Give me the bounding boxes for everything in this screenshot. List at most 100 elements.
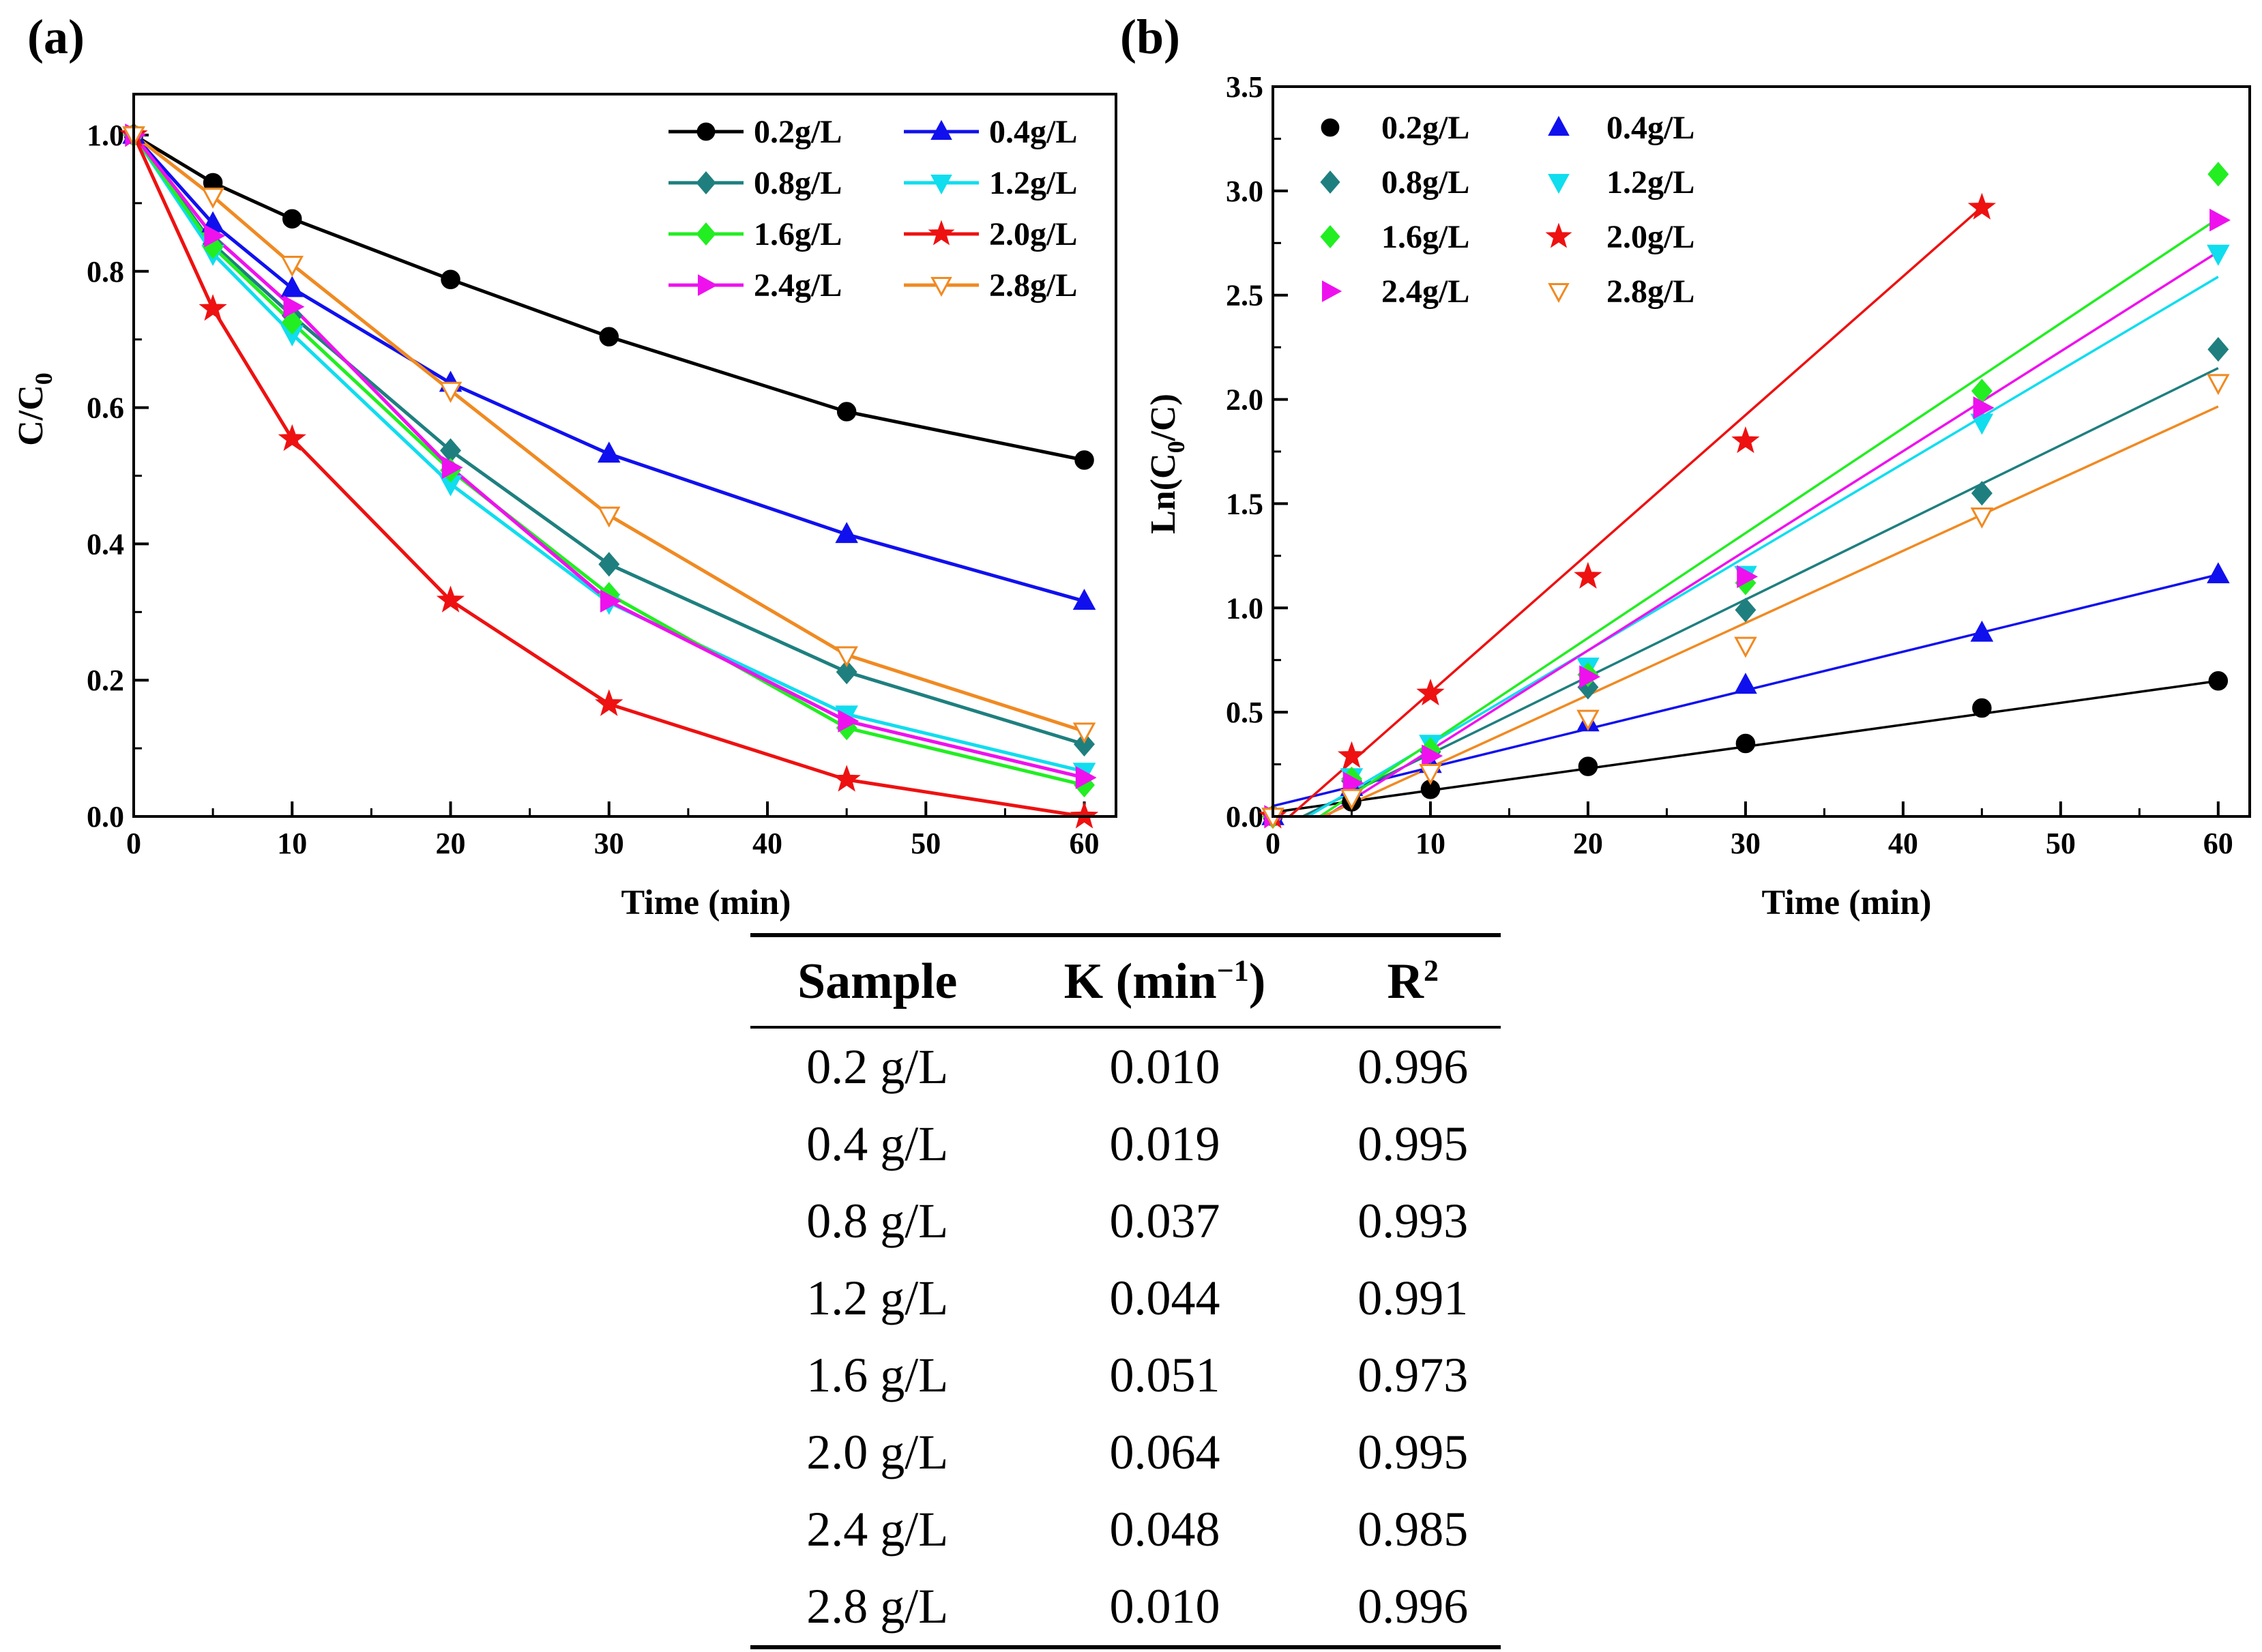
data-point — [280, 256, 304, 277]
panel-a-y-title-sub: 0 — [30, 372, 57, 385]
k-cell: 0.037 — [1109, 1194, 1220, 1248]
legend-label: 2.0g/L — [1606, 219, 1694, 255]
data-point — [2207, 162, 2229, 187]
legend-label: 2.4g/L — [754, 267, 842, 304]
y-tick-label: 0.0 — [87, 800, 124, 834]
data-point — [1340, 788, 1364, 810]
data-point — [1342, 771, 1364, 795]
panel-a-legend: 0.2g/L 0.4g/L 0.8g/L 1.2g/L 1.6g/L 2.0g/L 2.4g… — [669, 114, 1077, 304]
panel-a-axes: 0 10 20 30 40 50 60 0.0 0.2 0.4 0.6 0.8 1.0 — [87, 119, 1100, 860]
data-point — [1416, 678, 1445, 706]
data-point — [282, 209, 302, 229]
fit-line — [1302, 367, 2219, 818]
legend-label: 2.8g/L — [1606, 274, 1694, 310]
k-cell: 0.010 — [1109, 1579, 1220, 1634]
data-point — [1337, 741, 1366, 768]
fit-line — [1319, 217, 2219, 818]
data-point — [1734, 636, 1757, 658]
table-row: 1.2 g/L 0.044 0.991 — [750, 1260, 1501, 1337]
data-point — [835, 646, 858, 668]
x-tick-label: 50 — [911, 827, 941, 860]
k-cell: 0.044 — [1109, 1271, 1220, 1325]
panel-b-frame — [1272, 85, 2251, 818]
data-point — [204, 224, 226, 248]
legend-label: 0.4g/L — [1606, 110, 1694, 146]
r2-cell: 0.995 — [1357, 1425, 1469, 1479]
k-cell: 0.019 — [1109, 1117, 1220, 1171]
data-point — [1735, 733, 1756, 754]
data-point — [436, 585, 465, 613]
panel-b-y-axis-title: Ln(C0/C) — [1144, 394, 1190, 534]
data-point — [441, 269, 460, 289]
data-point — [1734, 673, 1757, 694]
data-point — [1973, 396, 1995, 419]
legend-marker — [1322, 280, 1342, 302]
legend-marker — [696, 122, 716, 141]
data-point — [1967, 192, 1997, 220]
legend-label: 0.2g/L — [1381, 110, 1469, 146]
x-tick-label: 0 — [126, 827, 141, 860]
x-tick-label: 10 — [277, 827, 307, 860]
sample-cell: 1.2 g/L — [806, 1271, 949, 1325]
legend-marker — [930, 119, 952, 140]
y-tick-label: 0.6 — [87, 392, 124, 425]
data-point — [838, 709, 860, 733]
table-row: 0.4 g/L 0.019 0.995 — [750, 1106, 1501, 1183]
sample-cell: 0.2 g/L — [806, 1039, 949, 1094]
data-point — [439, 381, 462, 403]
data-point — [598, 552, 620, 577]
y-tick-label: 0.5 — [1226, 696, 1263, 729]
data-point — [1735, 598, 1757, 623]
y-tick-label: 0.0 — [1226, 800, 1263, 834]
data-point — [2209, 208, 2231, 232]
data-point — [1574, 561, 1602, 589]
data-point — [1074, 731, 1095, 757]
legend-marker — [928, 220, 955, 246]
x-tick-label: 30 — [594, 827, 624, 860]
legend-marker — [698, 274, 718, 296]
rate-constant-table: Sample K (min−1) R2 0.2 g/L 0.010 0.996 0.4… — [750, 933, 1501, 1649]
y-tick-label: 0.4 — [87, 527, 124, 561]
legend-marker — [696, 222, 716, 246]
table-row: 0.8 g/L 0.037 0.993 — [750, 1183, 1501, 1260]
panel-b-x-axis-title: Time (min) — [1762, 883, 1932, 922]
data-point — [599, 327, 619, 346]
data-point — [441, 456, 463, 480]
data-point — [600, 589, 621, 613]
table-row: 1.6 g/L 0.051 0.973 — [750, 1337, 1501, 1414]
legend-marker — [930, 277, 952, 297]
legend-label: 1.6g/L — [754, 216, 842, 252]
data-point — [283, 295, 305, 319]
legend-label: 1.2g/L — [1606, 164, 1694, 201]
legend-label: 1.2g/L — [989, 165, 1077, 201]
fit-line — [1325, 250, 2219, 818]
panel-a-label: (a) — [27, 10, 85, 64]
data-point — [2207, 562, 2230, 584]
k-cell: 0.064 — [1109, 1425, 1220, 1479]
legend-marker — [1548, 283, 1570, 304]
y-tick-label: 1.0 — [1226, 591, 1263, 625]
k-cell: 0.048 — [1109, 1502, 1220, 1557]
data-point — [1072, 589, 1096, 610]
data-point — [836, 660, 857, 685]
x-tick-label: 20 — [436, 827, 466, 860]
data-point — [2208, 671, 2229, 691]
data-point — [1972, 698, 1992, 718]
header-k-close: ) — [1248, 953, 1266, 1009]
x-tick-label: 40 — [752, 827, 782, 860]
header-r2: R2 — [1325, 935, 1501, 1027]
panel-a-markers — [119, 120, 1099, 829]
sample-cell: 0.4 g/L — [806, 1117, 949, 1171]
table-row: 2.0 g/L 0.064 0.995 — [750, 1414, 1501, 1491]
legend-marker — [1545, 222, 1572, 248]
legend-label: 0.4g/L — [989, 114, 1077, 150]
y-tick-label: 1.0 — [87, 119, 124, 152]
panel-a-chart: (a) Time (min) C/C0 0 10 20 30 40 50 600.00.20… — [12, 10, 1117, 922]
x-tick-label: 50 — [2046, 827, 2076, 860]
y-tick-label: 1.5 — [1226, 487, 1263, 520]
data-point — [280, 276, 304, 297]
header-k-main: K (min — [1063, 953, 1217, 1009]
legend-marker — [1548, 174, 1570, 194]
data-point — [201, 188, 224, 209]
